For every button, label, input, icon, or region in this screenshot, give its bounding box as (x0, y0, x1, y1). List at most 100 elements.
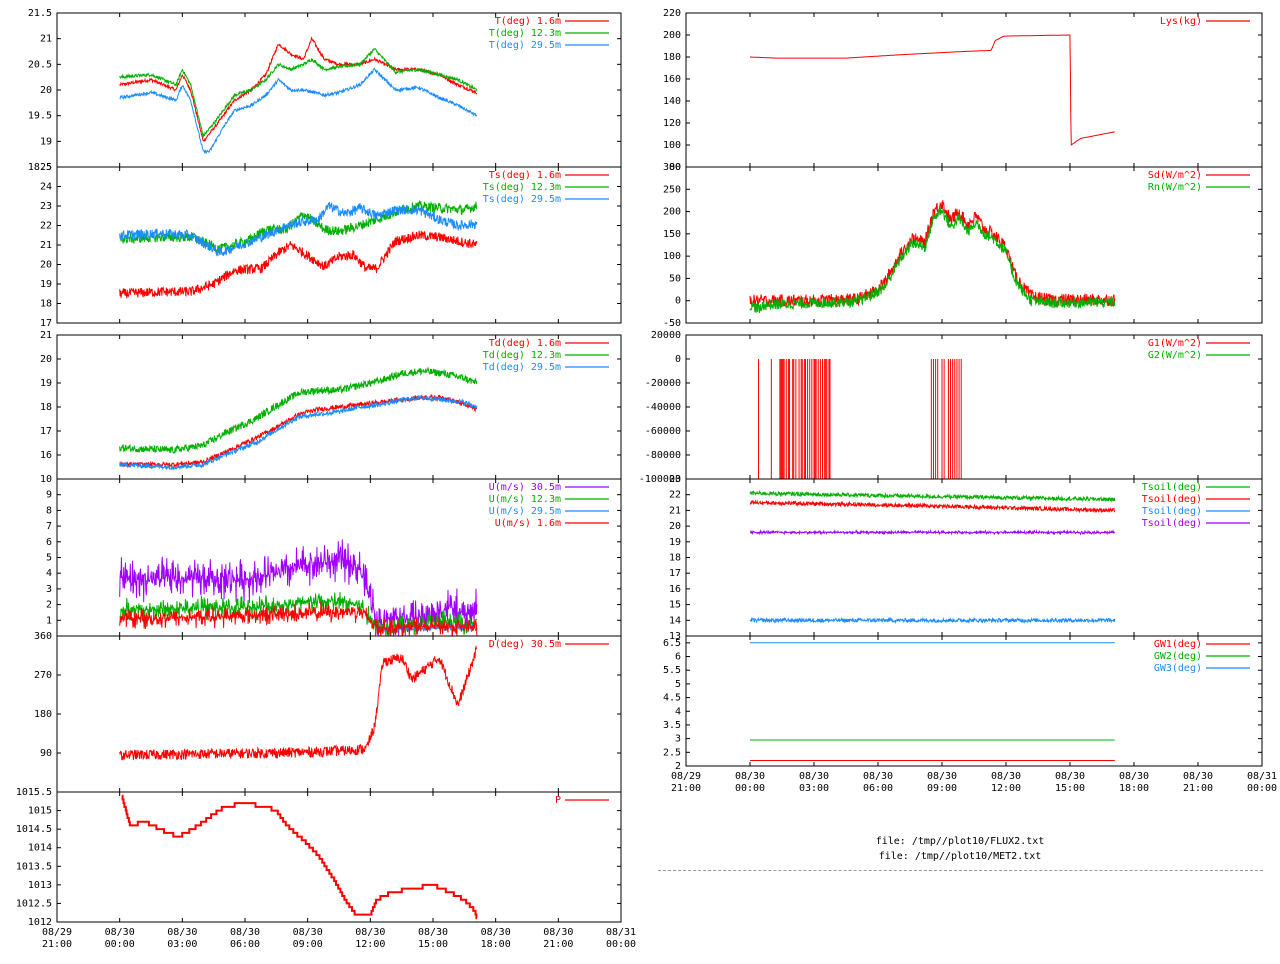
series-group (749, 200, 1116, 314)
y-tick-label: 20 (669, 521, 681, 532)
y-tick-label: 17 (669, 568, 681, 579)
series-group (119, 200, 478, 299)
x-tick-label: 08/30 (293, 927, 323, 938)
y-tick-label: 19 (669, 537, 681, 548)
x-tick-label: 03:00 (167, 939, 197, 950)
y-tick-label: 0 (675, 296, 681, 307)
x-tick-label: 08/30 (543, 927, 573, 938)
y-tick-label: 22 (669, 490, 681, 501)
series-line (119, 393, 478, 469)
series-line (119, 394, 478, 471)
y-tick-label: 13 (669, 631, 681, 642)
legend-label: GW1(deg) (1154, 639, 1202, 650)
y-tick-label: -50 (663, 318, 681, 329)
series-line (119, 230, 478, 299)
y-tick-label: 2 (675, 761, 681, 772)
x-tick-label: 08/30 (735, 771, 765, 782)
legend-label: G2(W/m^2) (1148, 350, 1202, 361)
y-tick-label: 1015 (28, 806, 52, 817)
separator-line (658, 870, 1263, 871)
series-group (119, 539, 478, 636)
series-line (749, 616, 1116, 625)
series-group (119, 644, 478, 761)
y-tick-label: 24 (40, 182, 52, 193)
panel-G: 20000 0 -20000 -40000 -60000 -80000 -100000 G1(… (639, 330, 1263, 485)
x-tick-label: 00:00 (1247, 783, 1277, 794)
y-tick-label: 18 (40, 402, 52, 413)
y-tick-label: 4.5 (663, 693, 681, 704)
legend-label: T(deg) 29.5m (489, 40, 561, 51)
plot-frame (685, 166, 1263, 324)
x-tick-label: 03:00 (799, 783, 829, 794)
x-tick-label: 09:00 (293, 939, 323, 950)
legend-label: T(deg) 1.6m (495, 16, 561, 27)
y-tick-label: 23 (669, 474, 681, 485)
y-tick-label: 140 (663, 96, 681, 107)
y-tick-label: 18 (40, 299, 52, 310)
y-tick-label: 17 (40, 426, 52, 437)
legend-label: Td(deg) 12.3m (483, 350, 561, 361)
x-tick-label: 08/30 (481, 927, 511, 938)
y-tick-label: 18 (669, 553, 681, 564)
series-line (119, 366, 478, 454)
panel-Sd: 300 250 200 150 100 50 0 -50 Sd(W/m^2)Rn(W/m^2) (663, 162, 1263, 329)
legend-label: Ts(deg) 1.6m (489, 170, 561, 181)
y-tick-label: 16 (40, 450, 52, 461)
legend-label: Td(deg) 1.6m (489, 338, 561, 349)
series-line (119, 644, 478, 761)
plot-frame (56, 791, 622, 923)
y-tick-label: 180 (34, 709, 52, 720)
y-tick-label: 18.5 (28, 162, 52, 173)
series-group (750, 642, 1115, 761)
y-tick-label: 270 (34, 670, 52, 681)
y-tick-label: 21 (669, 505, 681, 516)
series-line (119, 201, 478, 257)
y-tick-label: 3 (46, 584, 52, 595)
y-tick-label: 25 (40, 162, 52, 173)
x-tick-label: 08/30 (230, 927, 260, 938)
y-tick-label: 1012 (28, 917, 52, 928)
x-tick-label: 15:00 (1055, 783, 1085, 794)
y-tick-label: 300 (663, 162, 681, 173)
series-group (749, 489, 1116, 625)
x-tick-label: 08/29 (671, 771, 701, 782)
y-tick-label: 50 (669, 273, 681, 284)
panel-Tsoil: 2322212019181716151413Tsoil(deg)Tsoil(de… (669, 474, 1263, 642)
x-tick-label: 12:00 (991, 783, 1021, 794)
file-list: file: /tmp//plot10/FLUX2.txt file: /tmp/… (660, 834, 1260, 864)
x-tick-label: 00:00 (606, 939, 636, 950)
y-tick-label: 1012.5 (16, 898, 52, 909)
x-tick-label: 08/31 (1247, 771, 1277, 782)
x-tick-label: 21:00 (1183, 783, 1213, 794)
legend-label: U(m/s) 29.5m (489, 506, 561, 517)
x-tick-label: 21:00 (671, 783, 701, 794)
y-tick-label: -80000 (645, 450, 681, 461)
x-tick-label: 18:00 (1119, 783, 1149, 794)
series-line (119, 200, 478, 253)
series-line (749, 528, 1115, 536)
y-tick-label: 23 (40, 201, 52, 212)
x-tick-label: 08/30 (105, 927, 135, 938)
y-tick-label: 120 (663, 118, 681, 129)
y-tick-label: -20000 (645, 378, 681, 389)
y-tick-label: 5.5 (663, 665, 681, 676)
legend-label: Lys(kg) (1160, 16, 1202, 27)
y-tick-label: 250 (663, 184, 681, 195)
y-tick-label: 5 (675, 679, 681, 690)
x-tick-label: 08/30 (1119, 771, 1149, 782)
x-tick-label: 06:00 (230, 939, 260, 950)
x-tick-label: 12:00 (355, 939, 385, 950)
series-line (749, 207, 1116, 314)
x-tick-label: 08/30 (927, 771, 957, 782)
series-group (750, 34, 1115, 146)
series-line (749, 499, 1116, 514)
y-tick-label: 100 (663, 251, 681, 262)
legend-label: Tsoil(deg) (1142, 506, 1202, 517)
x-tick-label: 08/30 (799, 771, 829, 782)
series-group (119, 366, 478, 471)
x-tick-label: 08/30 (1183, 771, 1213, 782)
x-tick-label: 18:00 (481, 939, 511, 950)
y-tick-label: 6.5 (663, 638, 681, 649)
panel-GW: 6.565.554.543.532.5208/2921:0008/3000:00… (663, 635, 1277, 794)
